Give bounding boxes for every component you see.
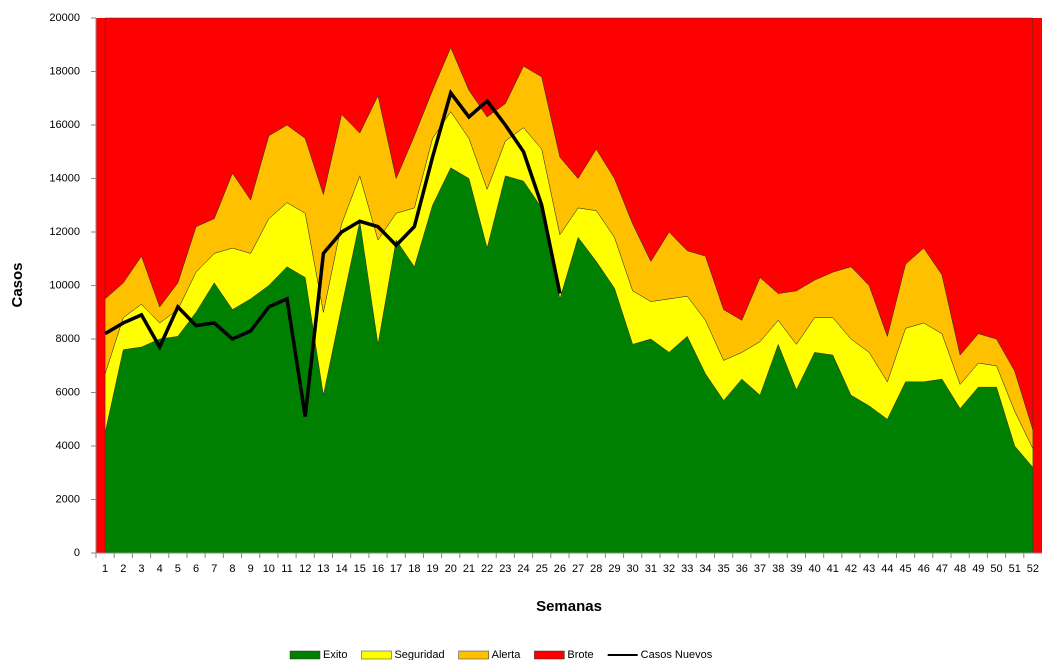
legend-label: Brote <box>567 649 593 660</box>
legend-label: Casos Nuevos <box>641 649 713 660</box>
x-tick-label: 49 <box>972 563 984 575</box>
y-tick-label: 20000 <box>49 12 80 24</box>
legend-label: Alerta <box>492 649 522 660</box>
x-tick-label: 27 <box>572 563 584 575</box>
y-axis-title: Casos <box>9 262 26 307</box>
x-tick-label: 3 <box>138 563 144 575</box>
line <box>104 89 562 417</box>
x-axis-title: Semanas <box>536 598 602 615</box>
x-tick-label: 8 <box>229 563 235 575</box>
x-tick-label: 5 <box>175 563 181 575</box>
x-tick-label: 42 <box>845 563 857 575</box>
x-tick-label: 30 <box>627 563 639 575</box>
y-tick-label: 10000 <box>49 279 80 291</box>
x-tick-label: 50 <box>990 563 1002 575</box>
x-tick-label: 28 <box>590 563 602 575</box>
y-tick-label: 6000 <box>56 386 80 398</box>
x-tick-label: 31 <box>645 563 657 575</box>
x-tick-label: 19 <box>426 563 438 575</box>
x-tick-label: 7 <box>211 563 217 575</box>
y-tick-label: 14000 <box>49 172 80 184</box>
x-tick-label: 44 <box>881 563 893 575</box>
x-tick-label: 6 <box>193 563 199 575</box>
x-tick-label: 20 <box>445 563 457 575</box>
x-tick-label: 26 <box>554 563 566 575</box>
x-tick-label: 41 <box>827 563 839 575</box>
x-tick-label: 15 <box>354 563 366 575</box>
x-tick-label: 45 <box>899 563 911 575</box>
x-tick-label: 18 <box>408 563 420 575</box>
legend-swatch <box>361 650 392 660</box>
x-tick-label: 14 <box>335 563 347 575</box>
legend-swatch <box>534 650 565 660</box>
x-tick-label: 1 <box>102 563 108 575</box>
y-tick-label: 2000 <box>56 493 80 505</box>
x-tick-label: 33 <box>681 563 693 575</box>
x-tick-label: 12 <box>299 563 311 575</box>
legend-label: Exito <box>323 649 347 660</box>
x-tick-label: 51 <box>1009 563 1021 575</box>
x-tick-label: 47 <box>936 563 948 575</box>
area-3 <box>104 17 1034 431</box>
y-tick-label: 18000 <box>49 65 80 77</box>
x-tick-label: 39 <box>790 563 802 575</box>
x-tick-label: 23 <box>499 563 511 575</box>
x-tick-label: 25 <box>536 563 548 575</box>
x-tick-label: 29 <box>608 563 620 575</box>
y-tick-label: 8000 <box>56 333 80 345</box>
y-tick-label: 4000 <box>56 440 80 452</box>
x-tick-label: 4 <box>157 563 163 575</box>
y-tick-label: 16000 <box>49 119 80 131</box>
x-tick-label: 13 <box>317 563 329 575</box>
x-tick-label: 16 <box>372 563 384 575</box>
x-tick-label: 11 <box>281 563 292 575</box>
y-tick-label: 0 <box>74 547 80 559</box>
x-tick-label: 38 <box>772 563 784 575</box>
x-tick-label: 48 <box>954 563 966 575</box>
x-tick-label: 52 <box>1027 563 1039 575</box>
x-tick-label: 34 <box>699 563 711 575</box>
x-tick-label: 32 <box>663 563 675 575</box>
legend-label: Seguridad <box>394 649 444 660</box>
x-tick-label: 40 <box>808 563 820 575</box>
x-tick-label: 35 <box>718 563 730 575</box>
x-tick-label: 21 <box>463 563 475 575</box>
x-tick-label: 36 <box>736 563 748 575</box>
x-tick-label: 22 <box>481 563 493 575</box>
x-tick-label: 43 <box>863 563 875 575</box>
x-tick-label: 9 <box>248 563 254 575</box>
x-tick-label: 24 <box>517 563 529 575</box>
y-tick-label: 12000 <box>49 226 80 238</box>
x-tick-label: 10 <box>263 563 275 575</box>
x-tick-label: 17 <box>390 563 402 575</box>
x-tick-label: 37 <box>754 563 766 575</box>
x-tick-label: 2 <box>120 563 126 575</box>
legend-swatch <box>458 650 489 660</box>
legend-swatch <box>289 650 321 660</box>
x-tick-label: 46 <box>918 563 930 575</box>
